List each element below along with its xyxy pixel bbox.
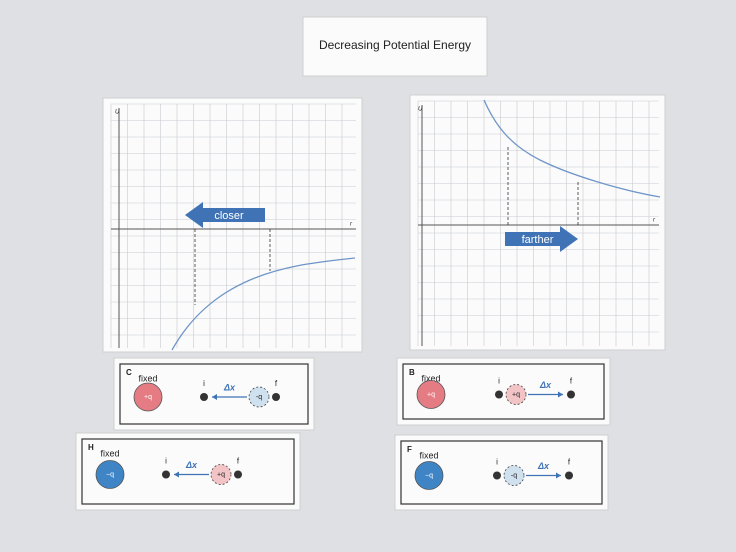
energy-curve xyxy=(171,257,356,351)
moving-charge xyxy=(248,386,270,408)
fixed-charge xyxy=(416,380,446,409)
fixed-charge xyxy=(95,460,125,489)
initial-point xyxy=(493,471,501,480)
arrow-head xyxy=(212,394,217,400)
fixed-charge-label: +q xyxy=(144,394,152,401)
initial-label: i xyxy=(496,458,498,467)
initial-label: i xyxy=(498,377,500,386)
title-card xyxy=(302,16,488,77)
card-letter: F xyxy=(407,445,412,454)
initial-point xyxy=(200,393,208,401)
energy-curve xyxy=(483,99,661,198)
fixed-charge xyxy=(133,382,163,412)
fixed-label: fixed xyxy=(419,450,438,460)
fixed-label: fixed xyxy=(138,373,157,383)
moving-charge-label: -q xyxy=(256,394,262,401)
y-axis-label: U xyxy=(418,107,423,113)
y-axis-label: U xyxy=(115,110,120,116)
direction-arrow xyxy=(505,226,578,252)
fixed-charge-label: −q xyxy=(106,471,114,478)
moving-charge xyxy=(505,384,527,405)
card-border xyxy=(119,363,309,425)
x-axis-label: r xyxy=(350,222,353,228)
card-letter: B xyxy=(409,368,415,377)
graph-card xyxy=(409,94,666,351)
final-point xyxy=(567,390,575,399)
final-label: f xyxy=(275,379,278,388)
final-point xyxy=(272,393,280,401)
moving-charge-label: +q xyxy=(217,471,225,478)
final-label: f xyxy=(570,377,573,386)
initial-point xyxy=(495,390,503,399)
moving-charge-label: +q xyxy=(512,391,520,398)
card-border xyxy=(81,438,295,505)
fixed-label: fixed xyxy=(100,448,119,458)
displacement-label: Δx xyxy=(223,382,236,392)
initial-label: i xyxy=(165,457,167,466)
card-border xyxy=(400,440,603,505)
displacement-label: Δx xyxy=(539,380,552,390)
title: Decreasing Potential Energy xyxy=(319,38,471,52)
final-label: f xyxy=(568,458,571,467)
card-border xyxy=(402,363,605,420)
displacement-label: Δx xyxy=(185,460,198,470)
moving-charge xyxy=(503,465,525,486)
fixed-charge xyxy=(414,461,444,490)
fixed-charge-label: −q xyxy=(425,472,433,479)
fixed-charge-label: +q xyxy=(427,391,435,398)
fixed-label: fixed xyxy=(421,373,440,383)
initial-point xyxy=(162,470,170,479)
final-label: f xyxy=(237,457,240,466)
card-letter: H xyxy=(88,443,94,452)
direction-arrow xyxy=(185,202,265,228)
arrow-head xyxy=(558,391,563,398)
arrow-label: closer xyxy=(214,210,244,222)
initial-label: i xyxy=(203,379,205,388)
graph-card xyxy=(102,97,363,353)
final-point xyxy=(565,471,573,480)
arrow-head xyxy=(556,472,561,479)
displacement-label: Δx xyxy=(537,461,550,471)
moving-charge-label: -q xyxy=(511,472,517,479)
moving-charge xyxy=(210,464,232,485)
final-point xyxy=(234,470,242,479)
arrow-label: farther xyxy=(522,234,554,246)
x-axis-label: r xyxy=(653,218,656,224)
arrow-head xyxy=(174,471,179,478)
card-letter: C xyxy=(126,368,132,377)
